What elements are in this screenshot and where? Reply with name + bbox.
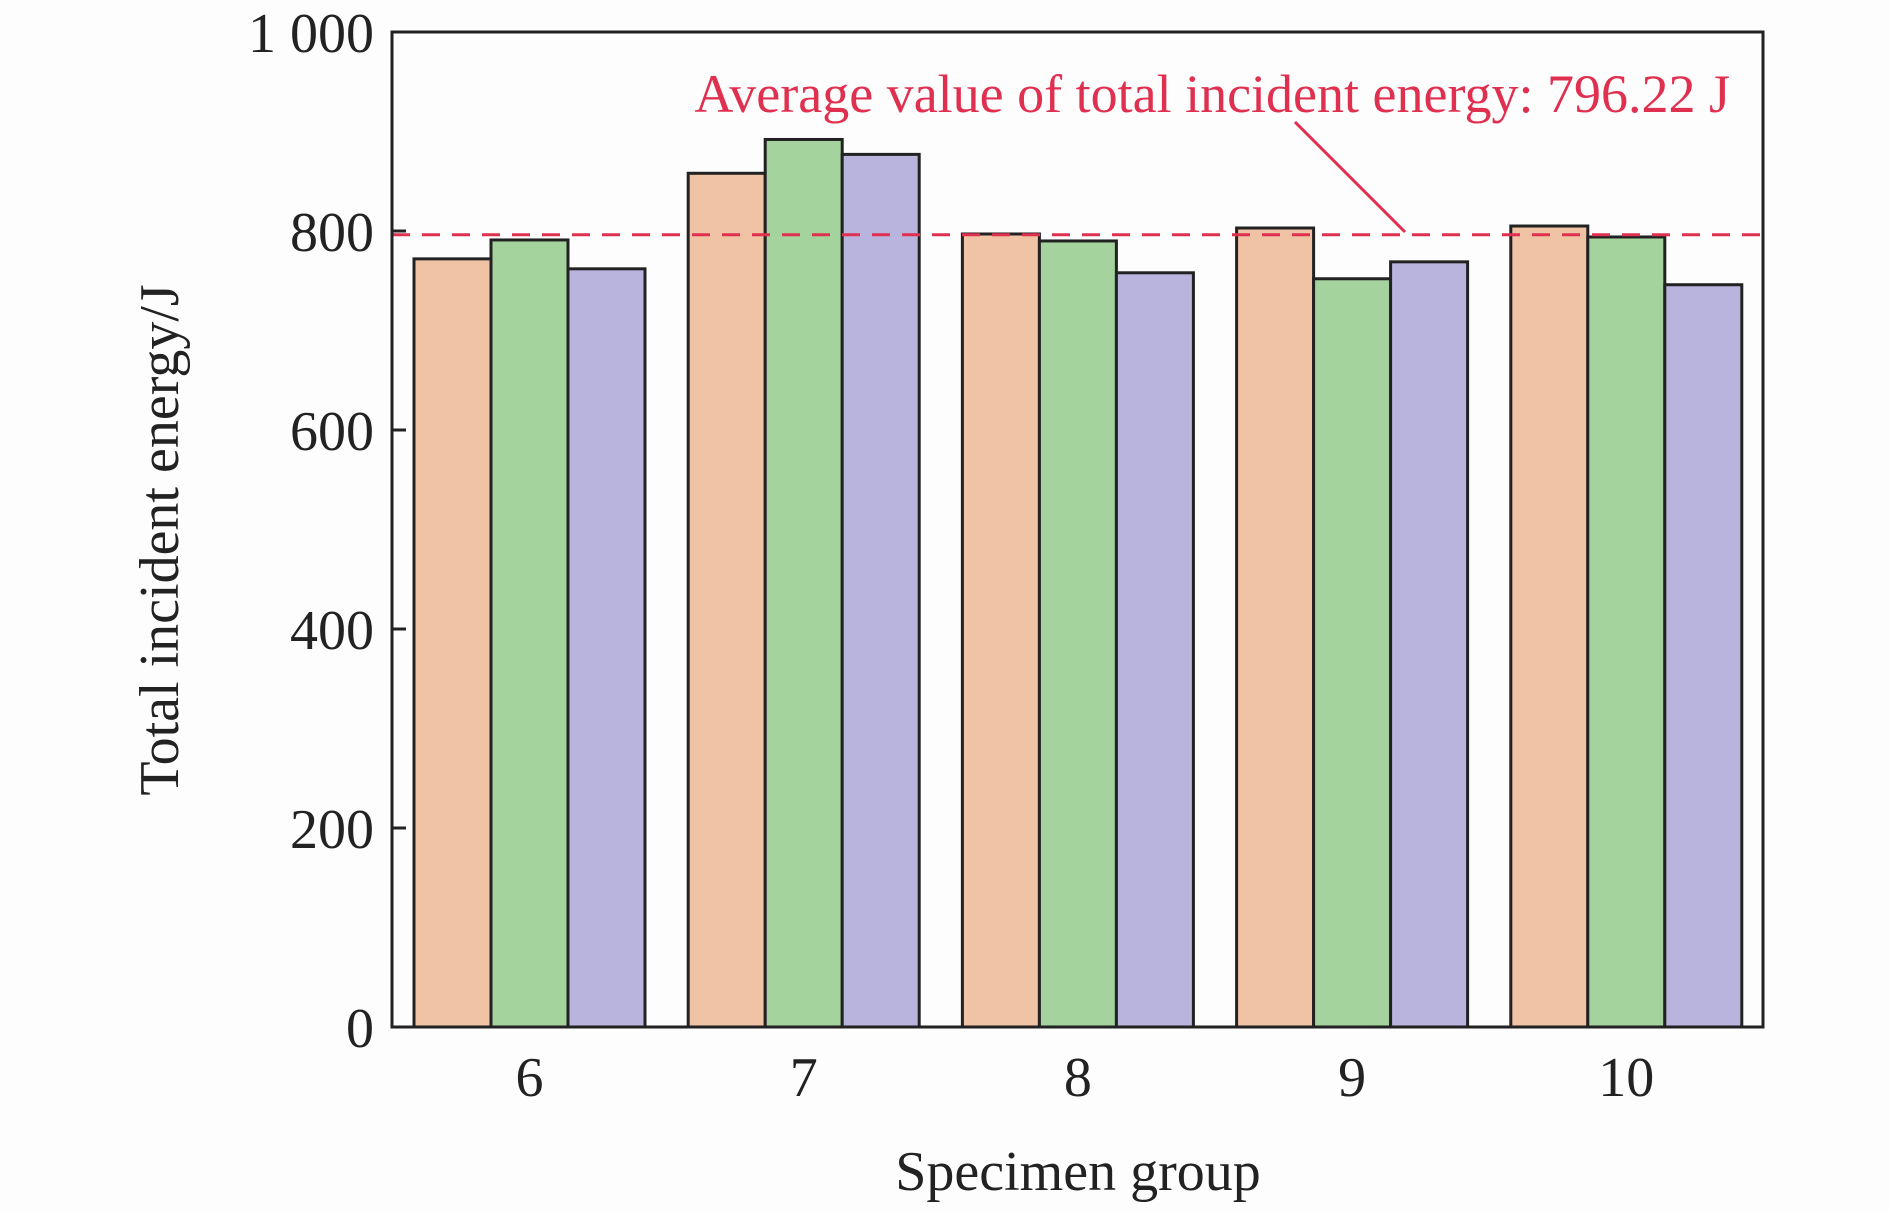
y-tick-label: 800 [290,202,374,264]
x-tick-label: 10 [1598,1047,1654,1109]
plot-frame [390,30,1765,1029]
bar-group-7-series-2 [763,137,844,1029]
bar-group-10-series-2 [1586,235,1667,1029]
bars-group [412,137,1744,1029]
bar-group-10-series-3 [1663,283,1744,1029]
y-axis-ticks: 0 200 400 600 800 1 000 [248,3,406,1060]
bar-group-8-series-2 [1037,239,1118,1029]
bar-group-7-series-3 [840,152,921,1029]
x-tick-label: 9 [1338,1047,1366,1109]
y-tick-label: 600 [290,401,374,463]
bar-group-6-series-1 [412,257,493,1029]
annotation-pointer-line [1293,120,1407,234]
x-axis-title: Specimen group [895,1141,1260,1203]
bar-group-9-series-1 [1235,226,1316,1029]
y-tick-label: 0 [346,998,374,1060]
x-tick-label: 6 [516,1047,544,1109]
y-axis-title: Total incident energy/J [129,284,191,795]
y-tick-label: 1 000 [248,3,374,65]
bar-group-9-series-3 [1389,260,1470,1029]
bar-group-8-series-3 [1114,271,1195,1029]
bar-group-9-series-2 [1312,277,1393,1029]
x-tick-label: 7 [790,1047,818,1109]
y-tick-label: 200 [290,799,374,861]
bar-group-8-series-1 [960,232,1041,1029]
y-tick-label: 400 [290,600,374,662]
bar-group-6-series-3 [566,267,647,1029]
x-tick-label: 8 [1064,1047,1092,1109]
bar-group-7-series-1 [686,171,767,1029]
average-annotation: Average value of total incident energy: … [694,64,1730,124]
x-axis-ticks: 6 7 8 9 10 [516,1047,1655,1109]
bar-group-6-series-2 [489,238,570,1029]
bar-group-10-series-1 [1509,224,1590,1029]
